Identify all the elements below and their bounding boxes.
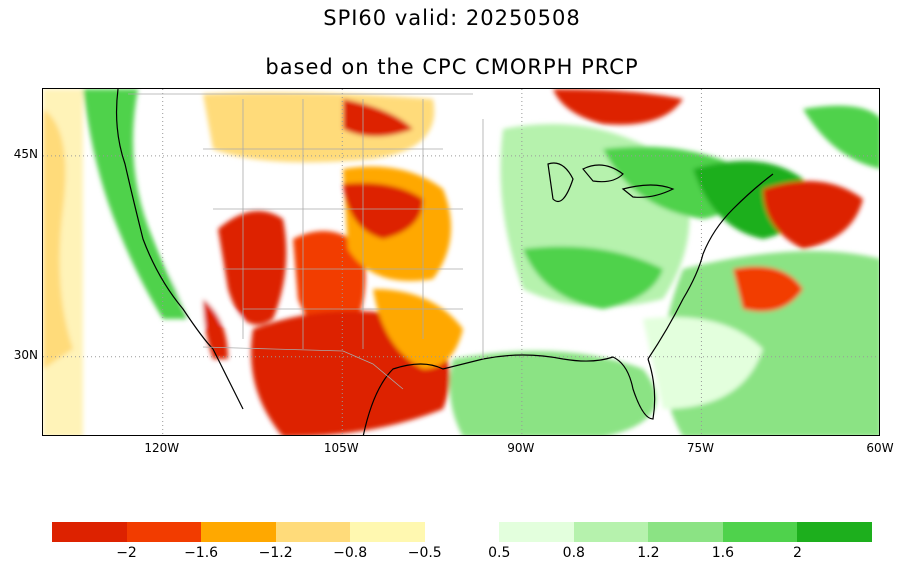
field-baja-red — [203, 299, 228, 359]
map-svg — [43, 89, 879, 435]
field-ohio-green — [523, 246, 663, 309]
colorbar-segment — [499, 522, 575, 542]
colorbar-segment — [350, 522, 426, 542]
colorbar-tick-label: −0.8 — [333, 545, 368, 561]
colorbar-tick-label: −1.2 — [258, 545, 293, 561]
colorbar-segment — [52, 522, 128, 542]
east-coast — [647, 173, 774, 360]
baja-coast — [212, 348, 244, 410]
colorbar-segment — [126, 522, 202, 542]
colorbar-tick-label: 1.2 — [637, 545, 660, 561]
field-pacific-yellow — [43, 109, 73, 369]
field-atlantic-light — [643, 317, 763, 409]
colorbar-tick-label: 2 — [792, 545, 802, 561]
field-canada-red — [553, 89, 683, 125]
lon-tick-label: 90W — [507, 441, 535, 455]
mexico-gulf-coast — [362, 358, 484, 435]
state-line-2 — [242, 99, 484, 359]
lon-tick-label: 60W — [866, 441, 894, 455]
gulf-coast — [482, 354, 656, 420]
us-west-coast — [115, 89, 214, 350]
coastlines — [115, 89, 774, 435]
colorbar-tick-label: 0.8 — [562, 545, 585, 561]
us-mexico-border — [202, 346, 404, 390]
colorbar-tick-label: 0.5 — [488, 545, 511, 561]
lon-tick-label: 105W — [323, 441, 359, 455]
colorbar-segment — [797, 522, 873, 542]
spi-field — [43, 89, 879, 435]
lon-tick-label: 120W — [144, 441, 180, 455]
great-lakes — [547, 162, 675, 203]
field-atlantic-red-north — [763, 181, 863, 249]
colorbar-segment — [424, 522, 500, 542]
map-panel — [42, 88, 880, 436]
chart-title: SPI60 valid: 20250508 — [323, 6, 581, 30]
colorbar-segment — [722, 522, 798, 542]
lon-tick-label: 75W — [686, 441, 714, 455]
lat-tick-label: 30N — [13, 347, 38, 362]
colorbar-tick-label: −2 — [116, 545, 137, 561]
field-sierra-white — [148, 189, 243, 329]
field-atlantic-green-ne — [803, 105, 879, 169]
state-line-1 — [203, 148, 463, 310]
colorbar — [52, 522, 873, 542]
chart-subtitle: based on the CPC CMORPH PRCP — [265, 55, 639, 79]
field-southeast-green — [449, 351, 657, 435]
colorbar-segment — [201, 522, 277, 542]
lat-tick-label: 45N — [13, 146, 38, 161]
field-basin-red — [218, 211, 287, 325]
colorbar-segment — [648, 522, 724, 542]
field-west-coast-green — [83, 89, 193, 319]
colorbar-tick-label: −1.6 — [184, 545, 219, 561]
state-borders — [128, 93, 484, 390]
field-atlantic-red-south — [733, 266, 803, 312]
field-montana-red — [343, 99, 413, 137]
colorbar-segment — [275, 522, 351, 542]
colorbar-tick-label: 1.6 — [711, 545, 735, 561]
colorbar-tick-label: −0.5 — [407, 545, 442, 561]
colorbar-segment — [573, 522, 649, 542]
